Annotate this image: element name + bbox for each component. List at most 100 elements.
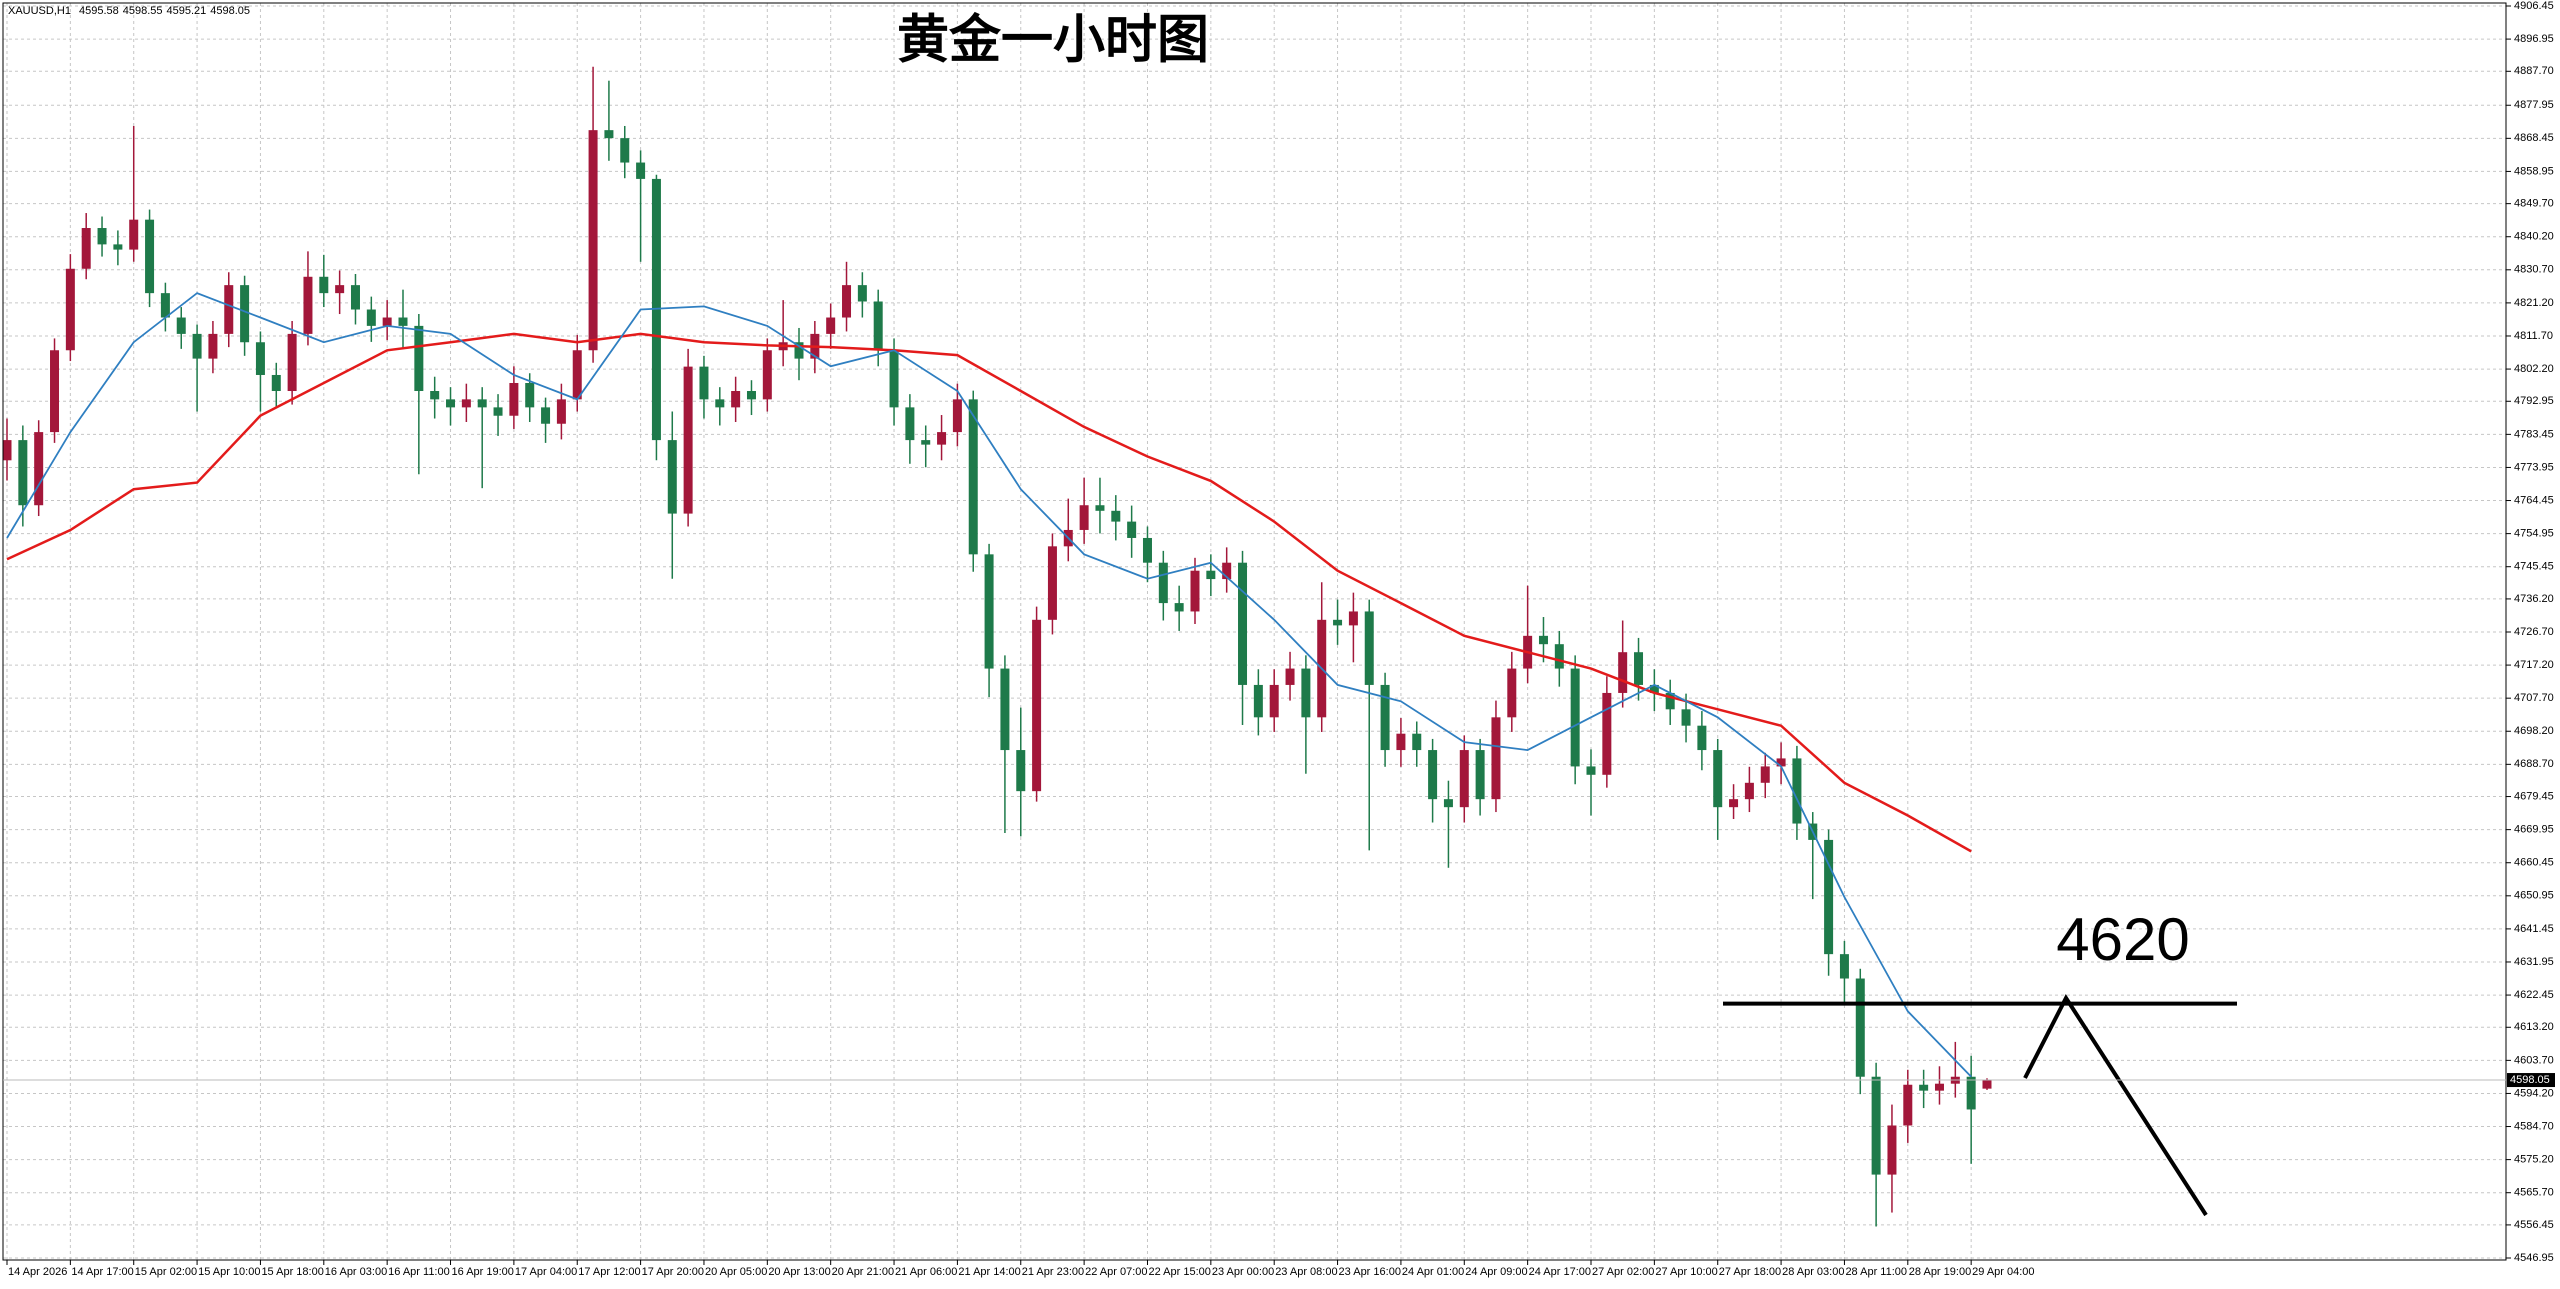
candle-body [1380,684,1390,751]
candle-body [1459,750,1469,808]
y-tick-label: 4792.95 [2514,395,2554,407]
y-tick-label: 4858.95 [2514,165,2554,177]
candle-body [588,130,598,351]
y-tick-label: 4783.45 [2514,428,2554,440]
x-tick-label: 17 Apr 12:00 [578,1266,640,1278]
candle-body [1792,758,1802,824]
x-tick-label: 17 Apr 04:00 [515,1266,577,1278]
candle-body [493,407,503,416]
candle-body [1443,799,1453,808]
candle-body [1269,684,1279,718]
x-tick-label: 14 Apr 17:00 [71,1266,133,1278]
candle-body [319,276,329,294]
x-tick-label: 28 Apr 11:00 [1845,1266,1907,1278]
x-tick-label: 14 Apr 2026 [8,1266,67,1278]
candle-body [1032,619,1042,792]
candle-body [1697,725,1707,751]
y-tick-label: 4688.70 [2514,758,2554,770]
y-tick-label: 4650.95 [2514,890,2554,902]
y-tick-label: 4726.70 [2514,626,2554,638]
y-tick-label: 4584.70 [2514,1120,2554,1132]
candle-body [1776,758,1786,767]
candle-body [208,333,218,359]
candle-body [1190,570,1200,612]
candle-body [1301,668,1311,718]
candle-body [1538,635,1548,645]
x-tick-label: 16 Apr 03:00 [325,1266,387,1278]
candle-body [1618,652,1628,693]
candle-body [826,317,836,334]
x-tick-label: 23 Apr 16:00 [1339,1266,1401,1278]
y-tick-label: 4849.70 [2514,198,2554,210]
candle-body [731,391,741,408]
candle-body [2,440,12,461]
candle-body [620,138,630,163]
candle-body [1412,733,1422,751]
candle-body [1602,692,1612,775]
price-tag [2507,1073,2555,1088]
x-tick-label: 15 Apr 10:00 [198,1266,260,1278]
candle-body [335,285,345,294]
candle-body [1364,611,1374,685]
candle-body [1887,1125,1897,1175]
candle-body [556,399,566,424]
candle-body [683,366,693,514]
candle-body [224,285,234,334]
candle-body [1396,733,1406,751]
y-tick-label: 4877.95 [2514,99,2554,111]
candle-body [145,219,155,294]
candle-body [1047,546,1057,620]
candle-body [1475,750,1485,800]
candle-body [446,399,456,408]
x-tick-label: 23 Apr 00:00 [1212,1266,1274,1278]
x-tick-label: 29 Apr 04:00 [1972,1266,2034,1278]
x-tick-label: 28 Apr 19:00 [1909,1266,1971,1278]
candle-body [1206,570,1216,580]
symbol: XAUUSD,H1 [8,5,71,17]
candle-body [1681,709,1691,726]
candle-body [1903,1084,1913,1126]
candle-body [636,162,646,179]
x-tick-label: 27 Apr 10:00 [1655,1266,1717,1278]
candle-body [604,130,614,139]
level-label: 4620 [2056,906,2189,973]
y-tick-label: 4896.95 [2514,33,2554,45]
x-tick-label: 24 Apr 01:00 [1402,1266,1464,1278]
header-open: 4595.58 [79,5,119,17]
candle-body [984,554,994,669]
candle-body [97,228,107,245]
candle-body [1491,717,1501,800]
candle-body [1016,750,1026,792]
moving-average [6,332,1972,853]
candle-body [572,350,582,400]
candle-body [905,407,915,441]
chart-title: 黄金一小时图 [897,12,1209,70]
x-tick-label: 16 Apr 19:00 [452,1266,514,1278]
y-tick-label: 4556.45 [2514,1219,2554,1231]
y-tick-label: 4622.45 [2514,989,2554,1001]
candle-body [1127,521,1137,538]
candle-body [1586,766,1596,775]
candle-body [1111,510,1121,522]
mark-layer [2,66,1992,1227]
y-tick-label: 4802.20 [2514,363,2554,375]
candle-body [366,309,376,326]
x-tick-label: 21 Apr 06:00 [895,1266,957,1278]
candle-body [1570,668,1580,767]
x-tick-label: 20 Apr 21:00 [832,1266,894,1278]
y-tick-label: 4736.20 [2514,593,2554,605]
y-tick-label: 4707.70 [2514,692,2554,704]
candle-body [1174,603,1184,612]
candle-body [414,325,424,392]
header-high: 4598.55 [123,5,163,17]
x-tick-label: 16 Apr 11:00 [388,1266,450,1278]
candle-body [303,276,313,334]
candle-body [1966,1076,1976,1110]
candle-body [287,333,297,392]
candle-body [255,342,265,375]
candle-body [699,366,709,400]
y-tick-label: 4546.95 [2514,1252,2554,1264]
candle-body [192,333,202,359]
candle-body [1428,750,1438,800]
